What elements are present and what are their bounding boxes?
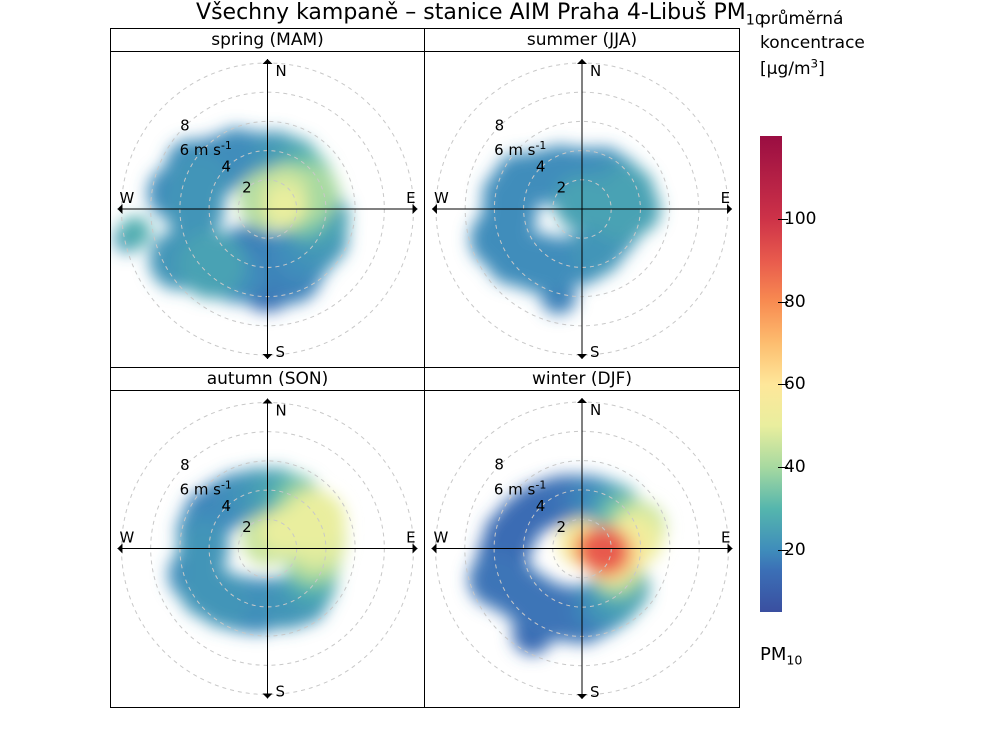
panel-grid: spring (MAM) NSEW2486 m s-1 summer (JJA)… (110, 28, 740, 708)
colourbar-tick: 20 (784, 540, 864, 560)
figure-root: Všechny kampaně – stanice AIM Praha 4-Li… (0, 0, 1000, 733)
figure-title: Všechny kampaně – stanice AIM Praha 4-Li… (110, 0, 850, 28)
svg-text:S: S (275, 683, 284, 701)
panel-winter: winter (DJF) NSEW2486 m s-1 (425, 368, 739, 707)
svg-text:4: 4 (221, 158, 231, 176)
panel-autumn: autumn (SON) NSEW2486 m s-1 (111, 368, 425, 707)
panel-header: autumn (SON) (111, 368, 424, 391)
svg-text:N: N (590, 62, 601, 80)
svg-text:4: 4 (536, 158, 546, 176)
svg-text:8: 8 (495, 116, 505, 134)
colourbar-tick: 40 (784, 457, 864, 477)
svg-text:2: 2 (557, 178, 567, 196)
colourbar-tick: 60 (784, 374, 864, 394)
legend-title-line1: průměrná (760, 9, 843, 29)
svg-text:E: E (406, 189, 415, 207)
legend-title: průměrná koncentrace [μg/m3] (760, 8, 980, 82)
svg-text:2: 2 (557, 518, 567, 536)
svg-text:N: N (590, 401, 601, 419)
svg-text:E: E (721, 529, 730, 547)
panel-spring: spring (MAM) NSEW2486 m s-1 (111, 29, 425, 368)
svg-text:8: 8 (180, 116, 190, 134)
svg-text:4: 4 (221, 497, 231, 515)
pollutant-label: PM10 (760, 644, 802, 668)
pollutant-main: PM (760, 644, 786, 665)
panel-body: NSEW2486 m s-1 (111, 390, 424, 707)
legend-title-line2: koncentrace (760, 33, 865, 53)
legend-unit-suffix: ] (818, 59, 825, 79)
svg-text:N: N (275, 62, 286, 80)
svg-text:E: E (721, 189, 730, 207)
svg-text:S: S (275, 343, 284, 361)
panel-header: summer (JJA) (425, 29, 739, 52)
svg-text:2: 2 (242, 518, 252, 536)
svg-text:8: 8 (494, 456, 504, 474)
panel-header: winter (DJF) (425, 368, 739, 391)
legend: průměrná koncentrace [μg/m3] 20 40 60 80 100… (760, 8, 980, 718)
svg-text:W: W (434, 529, 449, 547)
svg-text:8: 8 (180, 456, 190, 474)
svg-text:S: S (590, 683, 600, 701)
svg-text:S: S (590, 343, 599, 361)
legend-unit-prefix: [μg/m (760, 59, 811, 79)
panel-header: spring (MAM) (111, 29, 424, 52)
panel-body: NSEW2486 m s-1 (425, 390, 739, 707)
svg-text:W: W (119, 189, 134, 207)
legend-unit-sup: 3 (811, 57, 819, 71)
title-text: Všechny kampaně – stanice AIM Praha 4-Li… (196, 0, 746, 25)
colourbar-tick: 80 (784, 292, 864, 312)
legend-unit: [μg/m3] (760, 59, 825, 79)
colourbar-ticks: 20 40 60 80 100 (784, 136, 864, 612)
svg-text:N: N (275, 402, 286, 420)
svg-text:2: 2 (242, 178, 252, 196)
colourbar (760, 136, 782, 612)
panel-body: NSEW2486 m s-1 (111, 51, 424, 367)
panel-summer: summer (JJA) NSEW2486 m s-1 (425, 29, 739, 368)
pollutant-sub: 10 (786, 653, 802, 668)
colourbar-tick: 100 (784, 209, 864, 229)
svg-text:W: W (434, 189, 449, 207)
svg-text:E: E (406, 529, 415, 547)
panel-body: NSEW2486 m s-1 (425, 51, 739, 367)
svg-text:W: W (119, 529, 134, 547)
svg-text:4: 4 (536, 497, 546, 515)
